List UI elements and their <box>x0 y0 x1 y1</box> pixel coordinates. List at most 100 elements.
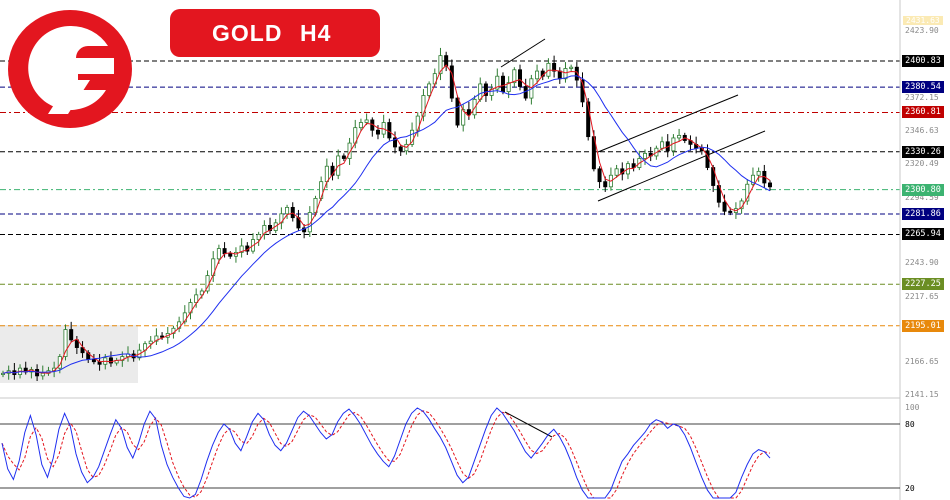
stochastic-divergence-line <box>504 411 553 438</box>
candle-body <box>256 233 261 240</box>
level-tag-2380.54: 2380.54 <box>902 81 944 94</box>
candle-body <box>63 329 68 357</box>
candle-body <box>563 68 568 80</box>
stoch-signal-line <box>1 410 771 499</box>
candle-body <box>375 129 380 135</box>
candle-body <box>444 55 449 67</box>
trendlines <box>500 38 766 438</box>
candle-body <box>194 294 199 303</box>
candle-body <box>722 201 727 212</box>
candle-body <box>427 83 432 96</box>
candle-body <box>40 372 45 377</box>
candle-body <box>660 141 665 149</box>
price-tick-label: 2423.90 <box>905 26 939 36</box>
level-tag-2227.25: 2227.25 <box>902 278 944 291</box>
symbol-name: GOLD <box>212 20 283 46</box>
candle-body <box>500 75 505 93</box>
highlight-zone <box>0 325 138 383</box>
ma-fast-line <box>2 64 771 374</box>
stoch-main-line <box>1 407 771 499</box>
candle-body <box>483 83 488 96</box>
level-tag-2195.01: 2195.01 <box>902 319 944 332</box>
candle-body <box>393 137 398 148</box>
candle-body <box>506 82 511 93</box>
candle-body <box>677 134 682 139</box>
candle-body <box>535 70 540 80</box>
candle-body <box>364 119 369 123</box>
stoch-label-80: 80 <box>905 420 915 429</box>
price-tick-label: 2166.65 <box>905 357 939 367</box>
candle-body <box>341 155 346 159</box>
trendline-top <box>500 38 546 68</box>
price-tick-label: 2346.63 <box>905 125 939 135</box>
candle-body <box>643 152 648 159</box>
candle-body <box>398 146 403 152</box>
candle-body <box>586 101 591 138</box>
price-tick-label: 2141.15 <box>905 389 939 399</box>
candle-body <box>91 358 96 363</box>
candle-body <box>466 109 471 116</box>
candle-body <box>728 210 733 213</box>
candle-body <box>750 174 755 185</box>
candle-body <box>160 335 165 338</box>
candle-body <box>262 224 267 235</box>
candle-body <box>455 97 460 126</box>
price-tick-label: 2372.15 <box>905 92 939 102</box>
candle-body <box>222 248 227 255</box>
candle-body <box>478 83 483 100</box>
candle-body <box>358 122 363 129</box>
candle-body <box>756 170 761 176</box>
price-tick-label: 2294.59 <box>905 192 939 202</box>
symbol-badge: GOLD H4 <box>170 9 380 57</box>
channel-upper-line <box>597 94 739 153</box>
candle-body <box>495 75 500 90</box>
price-tick-label: 2243.90 <box>905 257 939 267</box>
candle-body <box>569 66 574 69</box>
timeframe-label: H4 <box>300 20 332 46</box>
level-tag-2300.80: 2300.80 <box>902 183 944 196</box>
stoch-label-100: 100 <box>905 403 920 412</box>
price-tick-label: 2320.49 <box>905 159 939 169</box>
candle-body <box>80 347 85 354</box>
stoch-label-20: 20 <box>905 484 915 493</box>
candle-body <box>148 340 153 345</box>
channel-lower-line <box>597 130 766 202</box>
price-tick-label: 2217.65 <box>905 291 939 301</box>
candle-body <box>518 69 523 87</box>
candle-body <box>69 329 74 341</box>
candle-body <box>421 95 426 117</box>
candle-body <box>324 165 329 183</box>
candle-body <box>239 245 244 253</box>
candle-body <box>330 165 335 176</box>
candle-body <box>557 70 562 80</box>
candle-body <box>614 168 619 176</box>
candle-body <box>182 312 187 323</box>
candle-body <box>228 253 233 257</box>
candle-body <box>574 66 579 81</box>
candle-body <box>449 65 454 99</box>
candle-body <box>512 69 517 84</box>
candle-body <box>603 181 608 188</box>
candle-body <box>745 183 750 202</box>
brand-f-logo-icon <box>8 10 132 128</box>
level-tag-2400.83: 2400.83 <box>902 55 944 67</box>
candle-body <box>74 339 79 348</box>
candle-body <box>154 335 159 342</box>
candle-body <box>313 197 318 213</box>
candle-body <box>597 168 602 183</box>
level-tag-2330.26: 2330.26 <box>902 145 944 158</box>
candle-body <box>768 182 773 188</box>
candle-body <box>552 62 557 72</box>
candle-body <box>387 122 392 139</box>
top-price-label: 2431.63 <box>903 16 943 25</box>
level-tag-2265.94: 2265.94 <box>902 228 944 241</box>
candle-body <box>285 206 290 215</box>
candle-body <box>410 129 415 145</box>
level-tag-2281.86: 2281.86 <box>902 208 944 220</box>
candle-body <box>216 248 221 260</box>
candle-body <box>631 163 636 168</box>
candle-body <box>108 357 113 364</box>
candle-body <box>438 55 443 75</box>
